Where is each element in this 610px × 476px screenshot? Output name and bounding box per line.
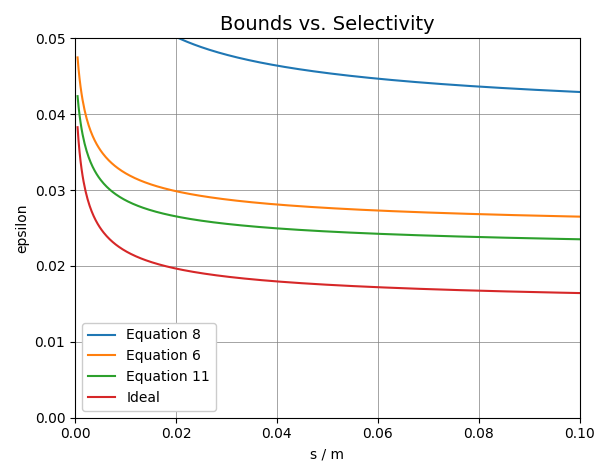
Ideal <box>345 283 353 289</box>
Equation 6 <box>373 208 380 213</box>
Legend: Equation 8, Equation 6, Equation 11, Ideal: Equation 8, Equation 6, Equation 11, Ide… <box>82 323 216 411</box>
Equation 8 <box>576 89 583 95</box>
Y-axis label: epsilon: epsilon <box>15 203 29 253</box>
Ideal <box>373 284 380 290</box>
Equation 8 <box>345 73 353 79</box>
Equation 11 <box>576 237 583 242</box>
Equation 6 <box>486 212 493 218</box>
Equation 11 <box>564 236 571 242</box>
Equation 8 <box>315 69 323 75</box>
Equation 6 <box>312 204 320 210</box>
Ideal <box>74 124 81 130</box>
Equation 11 <box>345 230 353 236</box>
Equation 11 <box>373 231 380 237</box>
Equation 11 <box>315 228 323 234</box>
Title: Bounds vs. Selectivity: Bounds vs. Selectivity <box>220 15 435 34</box>
Equation 6 <box>315 205 323 210</box>
Line: Equation 6: Equation 6 <box>77 58 580 217</box>
Equation 6 <box>345 206 353 212</box>
Equation 8 <box>373 76 380 81</box>
Equation 11 <box>486 235 493 240</box>
Ideal <box>312 281 320 287</box>
Equation 8 <box>486 84 493 90</box>
Line: Ideal: Ideal <box>77 127 580 293</box>
X-axis label: s / m: s / m <box>310 447 344 461</box>
Line: Equation 11: Equation 11 <box>77 96 580 239</box>
Equation 6 <box>576 214 583 219</box>
Equation 11 <box>312 228 320 234</box>
Ideal <box>576 290 583 296</box>
Line: Equation 8: Equation 8 <box>77 0 580 92</box>
Ideal <box>564 290 571 296</box>
Ideal <box>315 281 323 287</box>
Equation 6 <box>564 214 571 219</box>
Equation 11 <box>74 93 81 99</box>
Equation 8 <box>564 89 571 94</box>
Ideal <box>486 288 493 294</box>
Equation 8 <box>312 69 320 74</box>
Equation 6 <box>74 55 81 60</box>
